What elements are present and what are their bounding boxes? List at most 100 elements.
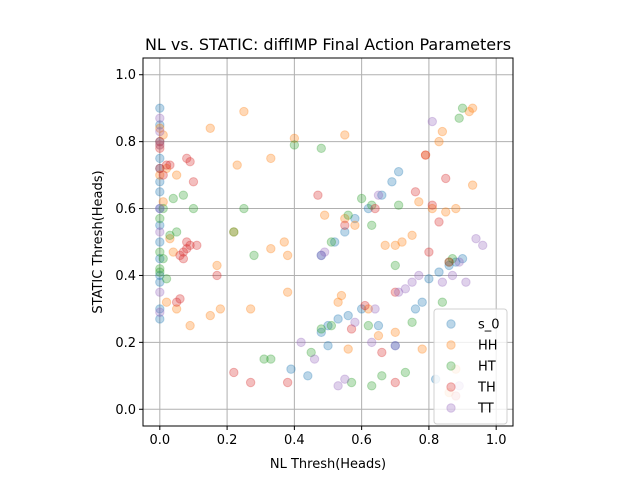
- data-point: [215, 304, 226, 314]
- data-point: [441, 207, 451, 217]
- data-point: [437, 277, 448, 287]
- data-point: [155, 140, 165, 150]
- data-point: [420, 150, 431, 160]
- data-point: [333, 381, 343, 391]
- data-point: [282, 250, 293, 261]
- data-point: [282, 287, 293, 297]
- data-point: [350, 220, 360, 230]
- data-point: [155, 140, 165, 150]
- data-point: [165, 233, 175, 244]
- data-point: [427, 116, 437, 127]
- data-point: [457, 103, 468, 113]
- data-point: [367, 200, 377, 210]
- data-point: [414, 270, 424, 281]
- data-point: [350, 213, 360, 224]
- data-point: [336, 290, 347, 301]
- data-point: [266, 243, 276, 254]
- data-point: [340, 374, 350, 384]
- data-point: [229, 227, 239, 237]
- data-point: [155, 136, 165, 147]
- data-point: [370, 304, 380, 314]
- data-point: [155, 304, 165, 314]
- data-point: [316, 143, 326, 154]
- data-point: [182, 243, 192, 254]
- x-tick-label: 0.6: [351, 433, 372, 448]
- data-point: [155, 143, 165, 154]
- data-point: [182, 237, 192, 247]
- series-th: [155, 136, 461, 401]
- data-point: [175, 294, 185, 304]
- data-point: [444, 257, 454, 267]
- data-point: [205, 123, 215, 133]
- legend-marker: [446, 319, 456, 329]
- data-point: [380, 240, 390, 251]
- data-point: [407, 277, 417, 287]
- data-point: [306, 347, 316, 358]
- data-point: [155, 287, 165, 297]
- series-ht: [155, 103, 468, 391]
- data-point: [393, 167, 404, 177]
- data-point: [343, 210, 353, 220]
- data-point: [319, 247, 330, 257]
- data-point: [424, 274, 434, 284]
- data-point: [303, 371, 313, 381]
- data-point: [182, 153, 192, 164]
- data-point: [232, 160, 242, 170]
- data-points: [155, 103, 488, 401]
- data-point: [249, 250, 259, 261]
- data-point: [155, 136, 165, 147]
- data-point: [289, 133, 300, 143]
- y-axis-ticks: 0.0 0.2 0.4 0.6 0.8 1.0: [115, 68, 143, 418]
- data-point: [155, 264, 165, 274]
- x-tick-label: 0.2: [217, 433, 238, 448]
- data-point: [185, 157, 195, 167]
- data-point: [168, 193, 178, 204]
- data-point: [161, 163, 172, 174]
- plot-frame: [142, 57, 514, 427]
- data-point: [266, 354, 276, 364]
- data-point: [461, 277, 471, 287]
- data-point: [178, 254, 189, 264]
- y-axis-label: STATIC Thresh(Heads): [91, 170, 106, 313]
- data-point: [434, 217, 444, 227]
- data-point: [444, 260, 454, 271]
- data-point: [155, 220, 165, 230]
- data-point: [350, 317, 360, 327]
- series-tt: [155, 113, 488, 391]
- data-point: [363, 203, 374, 214]
- data-point: [417, 344, 427, 354]
- data-point: [340, 130, 350, 140]
- data-point: [205, 310, 215, 321]
- chart-title: NL vs. STATIC: diffIMP Final Action Para…: [145, 35, 511, 54]
- data-point: [155, 123, 165, 133]
- data-point: [346, 377, 357, 388]
- data-point: [155, 314, 165, 324]
- data-point: [390, 260, 400, 271]
- data-point: [333, 314, 343, 324]
- data-point: [363, 320, 374, 331]
- data-point: [178, 190, 189, 200]
- data-point: [451, 257, 461, 267]
- data-point: [155, 177, 165, 187]
- x-axis-label: NL Thresh(Heads): [270, 457, 386, 472]
- data-point: [155, 307, 165, 317]
- data-point: [165, 160, 175, 170]
- data-point: [464, 106, 474, 117]
- data-point: [390, 327, 400, 338]
- data-point: [323, 320, 333, 331]
- series-hh: [155, 103, 478, 398]
- data-point: [400, 284, 411, 294]
- data-point: [155, 163, 165, 174]
- data-point: [390, 377, 400, 388]
- data-point: [373, 190, 384, 200]
- data-point: [373, 320, 384, 331]
- data-point: [417, 297, 427, 307]
- data-point: [454, 113, 464, 123]
- legend: s_0 HH HT TH TT: [433, 308, 508, 425]
- data-point: [158, 170, 168, 180]
- legend-box: [433, 308, 508, 425]
- data-point: [370, 203, 380, 214]
- data-point: [155, 120, 165, 130]
- data-point: [367, 337, 377, 348]
- data-point: [407, 317, 417, 327]
